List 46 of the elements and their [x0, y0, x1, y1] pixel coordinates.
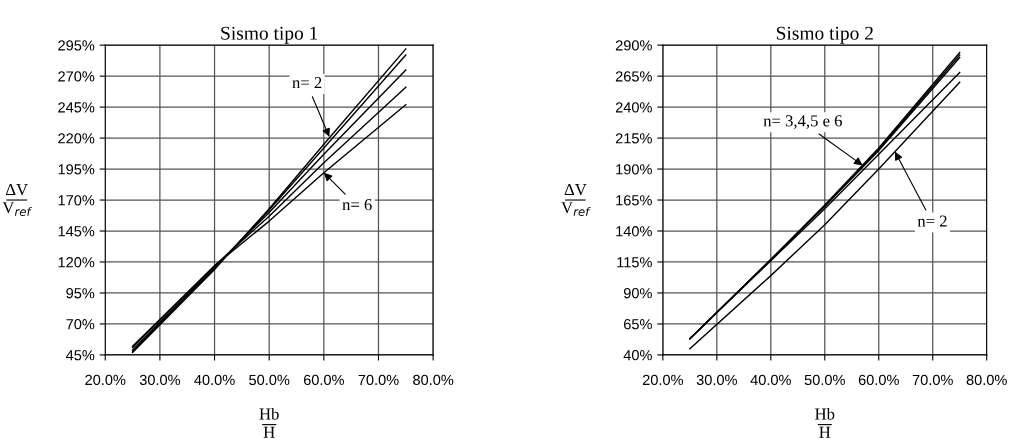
y-tick-label: 70% [66, 319, 95, 330]
y-tick-label: 170% [58, 195, 95, 206]
x-tick-label: 80.0% [413, 374, 454, 386]
x-axis-title: Hb H [815, 407, 835, 438]
y-tick-label: 290% [615, 40, 652, 51]
y-tick-label: 220% [58, 133, 95, 144]
annotation: n= 3,4,5 e 6 [763, 115, 842, 129]
y-tick-label: 95% [66, 288, 95, 299]
x-tick-label: 60.0% [858, 374, 899, 386]
x-tick-label: 60.0% [303, 374, 344, 386]
y-tick-label: 65% [624, 319, 652, 330]
y-tick-label: 145% [58, 226, 95, 237]
chart-title: Sismo tipo 2 [776, 26, 873, 44]
y-tick-label: 270% [58, 71, 95, 82]
x-tick-label: 30.0% [696, 374, 737, 386]
y-tick-label: 265% [615, 71, 652, 82]
annotation: n= 2 [917, 215, 947, 227]
y-tick-label: 140% [616, 226, 652, 237]
annotation: n= 6 [342, 199, 372, 211]
y-tick-label: 215% [615, 133, 652, 144]
x-tick-label: 30.0% [139, 374, 181, 386]
y-tick-label: 90% [623, 288, 652, 299]
y-tick-label: 45% [65, 350, 95, 361]
y-tick-label: 295% [58, 40, 95, 51]
x-tick-label: 20.0% [642, 374, 684, 386]
x-tick-label: 80.0% [966, 374, 1007, 386]
x-tick-label: 40.0% [750, 374, 791, 386]
x-axis-title: Hb H [259, 407, 279, 438]
y-tick-label: 245% [58, 102, 95, 113]
y-tick-label: 190% [616, 164, 652, 175]
chart-title: Sismo tipo 1 [221, 26, 318, 44]
y-tick-label: 195% [58, 164, 95, 175]
x-tick-label: 50.0% [249, 374, 290, 386]
y-tick-label: 115% [617, 257, 652, 268]
x-tick-label: 70.0% [358, 374, 399, 386]
y-tick-label: 40% [623, 350, 652, 361]
y-axis-title: ΔV V$_{ref}$ [561, 183, 591, 216]
x-tick-label: 40.0% [194, 374, 235, 386]
x-tick-label: 50.0% [804, 374, 845, 386]
y-tick-label: 120% [58, 257, 95, 268]
x-tick-label: 20.0% [85, 374, 126, 386]
annotation: n= 2 [292, 77, 322, 89]
x-tick-label: 70.0% [912, 374, 953, 386]
y-tick-label: 165% [616, 195, 652, 206]
y-axis-title: ΔV V$_{ref}$ [2, 183, 33, 216]
y-tick-label: 240% [615, 102, 652, 113]
